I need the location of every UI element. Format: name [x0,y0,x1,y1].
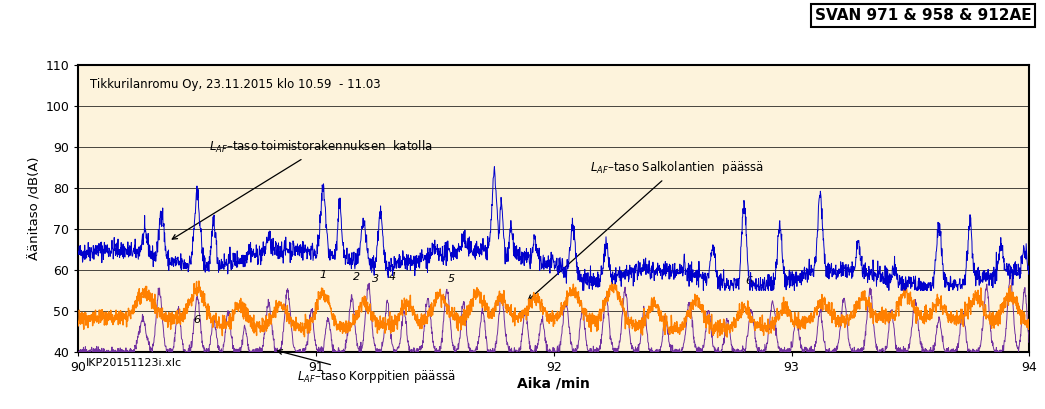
Text: Tikkurilanromu Oy, 23.11.2015 klo 10.59  - 11.03: Tikkurilanromu Oy, 23.11.2015 klo 10.59 … [90,78,380,91]
X-axis label: Aika /min: Aika /min [517,377,590,391]
Text: IKP20151123i.xlc: IKP20151123i.xlc [86,358,182,368]
Text: 2: 2 [353,272,361,282]
Text: $L_{AF}$–taso Salkolantien  päässä: $L_{AF}$–taso Salkolantien päässä [529,159,764,300]
Text: 6: 6 [745,276,752,286]
Y-axis label: Äänitaso /dB(A): Äänitaso /dB(A) [28,157,42,261]
Text: 5: 5 [448,274,456,284]
Text: SVAN 971 & 958 & 912AE: SVAN 971 & 958 & 912AE [815,8,1031,23]
Text: 4: 4 [389,272,396,282]
Text: 6: 6 [193,315,201,325]
Text: $L_{AF}$–taso toimistorakennuksen  katolla: $L_{AF}$–taso toimistorakennuksen katoll… [172,139,433,239]
Text: $L_{AF}$–taso Korppitien päässä: $L_{AF}$–taso Korppitien päässä [277,350,456,385]
Text: 3: 3 [372,274,379,284]
Text: 1: 1 [320,270,327,280]
